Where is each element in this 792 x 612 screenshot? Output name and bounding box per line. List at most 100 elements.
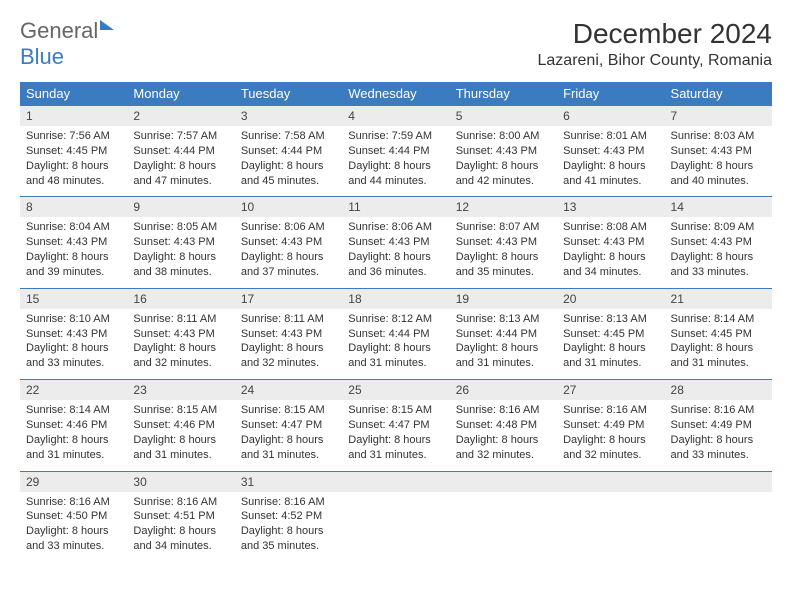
- sunset-line: Sunset: 4:45 PM: [563, 328, 644, 340]
- calendar-day-cell: 19Sunrise: 8:13 AMSunset: 4:44 PMDayligh…: [450, 288, 557, 379]
- daylight-line: Daylight: 8 hours and 41 minutes.: [563, 160, 646, 187]
- sunrise-line: Sunrise: 8:08 AM: [563, 221, 647, 233]
- sunrise-line: Sunrise: 8:16 AM: [671, 404, 755, 416]
- weekday-header: Wednesday: [342, 82, 449, 105]
- day-number: 22: [20, 379, 127, 400]
- sunrise-line: Sunrise: 8:11 AM: [133, 313, 216, 325]
- daylight-line: Daylight: 8 hours and 32 minutes.: [133, 342, 216, 369]
- sunrise-line: Sunrise: 8:16 AM: [456, 404, 540, 416]
- day-number-empty: [450, 471, 557, 492]
- sunrise-line: Sunrise: 8:09 AM: [671, 221, 755, 233]
- sunset-line: Sunset: 4:44 PM: [348, 328, 429, 340]
- calendar-day-cell: 1Sunrise: 7:56 AMSunset: 4:45 PMDaylight…: [20, 105, 127, 196]
- day-number: 12: [450, 196, 557, 217]
- day-content: Sunrise: 8:16 AMSunset: 4:51 PMDaylight:…: [127, 492, 234, 562]
- daylight-line: Daylight: 8 hours and 47 minutes.: [133, 160, 216, 187]
- calendar-day-cell: 8Sunrise: 8:04 AMSunset: 4:43 PMDaylight…: [20, 196, 127, 287]
- calendar-day-cell: 3Sunrise: 7:58 AMSunset: 4:44 PMDaylight…: [235, 105, 342, 196]
- calendar-week-row: 1Sunrise: 7:56 AMSunset: 4:45 PMDaylight…: [20, 105, 772, 196]
- daylight-line: Daylight: 8 hours and 39 minutes.: [26, 251, 109, 278]
- daylight-line: Daylight: 8 hours and 33 minutes.: [671, 251, 754, 278]
- day-number: 24: [235, 379, 342, 400]
- sunrise-line: Sunrise: 8:10 AM: [26, 313, 110, 325]
- day-number: 28: [665, 379, 772, 400]
- calendar-day-cell: 6Sunrise: 8:01 AMSunset: 4:43 PMDaylight…: [557, 105, 664, 196]
- calendar-day-cell: 11 Sunrise: 8:06 AM Sunset: 4:43 PM Dayligh…: [342, 196, 449, 287]
- daylight-line: Daylight: 8 hours and 36 minutes.: [348, 251, 431, 278]
- day-content: Sunrise: 8:07 AMSunset: 4:43 PMDaylight:…: [450, 217, 557, 287]
- sunset-line: Sunset: 4:43 PM: [241, 328, 322, 340]
- weekday-header: Saturday: [665, 82, 772, 105]
- calendar-day-cell: 12Sunrise: 8:07 AMSunset: 4:43 PMDayligh…: [450, 196, 557, 287]
- daylight-line: Daylight: 8 hours and 33 minutes.: [26, 342, 109, 369]
- calendar-day-cell: [450, 471, 557, 562]
- sunrise-line: Sunrise: 8:04 AM: [26, 221, 110, 233]
- day-number: 9: [127, 196, 234, 217]
- calendar-day-cell: 20Sunrise: 8:13 AMSunset: 4:45 PMDayligh…: [557, 288, 664, 379]
- day-number: 3: [235, 105, 342, 126]
- day-number: 11: [342, 196, 449, 217]
- day-number: 2: [127, 105, 234, 126]
- day-number: 31: [235, 471, 342, 492]
- sunset-line: Sunset: 4:43 PM: [348, 236, 429, 248]
- calendar-week-row: 29Sunrise: 8:16 AMSunset: 4:50 PMDayligh…: [20, 471, 772, 562]
- daylight-line: Daylight: 8 hours and 33 minutes.: [26, 525, 109, 552]
- sunrise-line: Sunrise: 8:15 AM: [241, 404, 325, 416]
- daylight-line: Daylight: 8 hours and 48 minutes.: [26, 160, 109, 187]
- calendar-day-cell: [342, 471, 449, 562]
- sunrise-line: Sunrise: 7:59 AM: [348, 130, 432, 142]
- daylight-line: Daylight: 8 hours and 37 minutes.: [241, 251, 324, 278]
- daylight-line: Daylight: 8 hours and 31 minutes.: [348, 434, 431, 461]
- day-content: Sunrise: 8:16 AMSunset: 4:50 PMDaylight:…: [20, 492, 127, 562]
- calendar-day-cell: [665, 471, 772, 562]
- daylight-line: Daylight: 8 hours and 35 minutes.: [241, 525, 324, 552]
- day-content: Sunrise: 8:10 AMSunset: 4:43 PMDaylight:…: [20, 309, 127, 379]
- calendar-day-cell: 25Sunrise: 8:15 AMSunset: 4:47 PMDayligh…: [342, 379, 449, 470]
- sunset-line: Sunset: 4:44 PM: [133, 145, 214, 157]
- day-content-empty: [665, 492, 772, 550]
- calendar-day-cell: 28Sunrise: 8:16 AMSunset: 4:49 PMDayligh…: [665, 379, 772, 470]
- day-content: Sunrise: 7:58 AMSunset: 4:44 PMDaylight:…: [235, 126, 342, 196]
- sunrise-line: Sunrise: 8:13 AM: [456, 313, 540, 325]
- page-subtitle: Lazareni, Bihor County, Romania: [538, 52, 773, 70]
- page-header: General Blue December 2024 Lazareni, Bih…: [20, 18, 772, 70]
- calendar-week-row: 22Sunrise: 8:14 AMSunset: 4:46 PMDayligh…: [20, 379, 772, 470]
- day-content: Sunrise: 8:09 AMSunset: 4:43 PMDaylight:…: [665, 217, 772, 287]
- day-number: 16: [127, 288, 234, 309]
- daylight-line: Daylight: 8 hours and 40 minutes.: [671, 160, 754, 187]
- calendar-week-row: 8 Sunrise: 8:04 AM Sunset: 4:43 PM Daylight…: [20, 196, 772, 287]
- daylight-line: Daylight: 8 hours and 31 minutes.: [563, 342, 646, 369]
- weekday-header: Tuesday: [235, 82, 342, 105]
- day-content: Sunrise: 8:08 AMSunset: 4:43 PMDaylight:…: [557, 217, 664, 287]
- calendar-body: 1Sunrise: 7:56 AMSunset: 4:45 PMDaylight…: [20, 105, 772, 562]
- day-number: 19: [450, 288, 557, 309]
- day-number-empty: [557, 471, 664, 492]
- day-number: 7: [665, 105, 772, 126]
- day-number: 1: [20, 105, 127, 126]
- weekday-header: Sunday: [20, 82, 127, 105]
- sunset-line: Sunset: 4:43 PM: [133, 236, 214, 248]
- day-content: Sunrise: 8:16 AMSunset: 4:52 PMDaylight:…: [235, 492, 342, 562]
- calendar-day-cell: 31Sunrise: 8:16 AMSunset: 4:52 PMDayligh…: [235, 471, 342, 562]
- calendar-week-row: 15Sunrise: 8:10 AMSunset: 4:43 PMDayligh…: [20, 288, 772, 379]
- sunrise-line: Sunrise: 8:06 AM: [348, 221, 432, 233]
- sunset-line: Sunset: 4:47 PM: [348, 419, 429, 431]
- calendar-day-cell: 7Sunrise: 8:03 AMSunset: 4:43 PMDaylight…: [665, 105, 772, 196]
- sunset-line: Sunset: 4:51 PM: [133, 510, 214, 522]
- day-number: 27: [557, 379, 664, 400]
- sunrise-line: Sunrise: 8:13 AM: [563, 313, 647, 325]
- day-number: 13: [557, 196, 664, 217]
- day-content: Sunrise: 8:01 AMSunset: 4:43 PMDaylight:…: [557, 126, 664, 196]
- sunrise-line: Sunrise: 8:03 AM: [671, 130, 755, 142]
- daylight-line: Daylight: 8 hours and 34 minutes.: [563, 251, 646, 278]
- day-content: Sunrise: 8:03 AMSunset: 4:43 PMDaylight:…: [665, 126, 772, 196]
- sunrise-line: Sunrise: 8:14 AM: [26, 404, 110, 416]
- day-number: 21: [665, 288, 772, 309]
- title-block: December 2024 Lazareni, Bihor County, Ro…: [538, 18, 773, 70]
- calendar-day-cell: 13Sunrise: 8:08 AMSunset: 4:43 PMDayligh…: [557, 196, 664, 287]
- daylight-line: Daylight: 8 hours and 34 minutes.: [133, 525, 216, 552]
- day-number: 8: [20, 196, 127, 217]
- daylight-line: Daylight: 8 hours and 31 minutes.: [133, 434, 216, 461]
- sunrise-line: Sunrise: 8:15 AM: [348, 404, 432, 416]
- weekday-header: Thursday: [450, 82, 557, 105]
